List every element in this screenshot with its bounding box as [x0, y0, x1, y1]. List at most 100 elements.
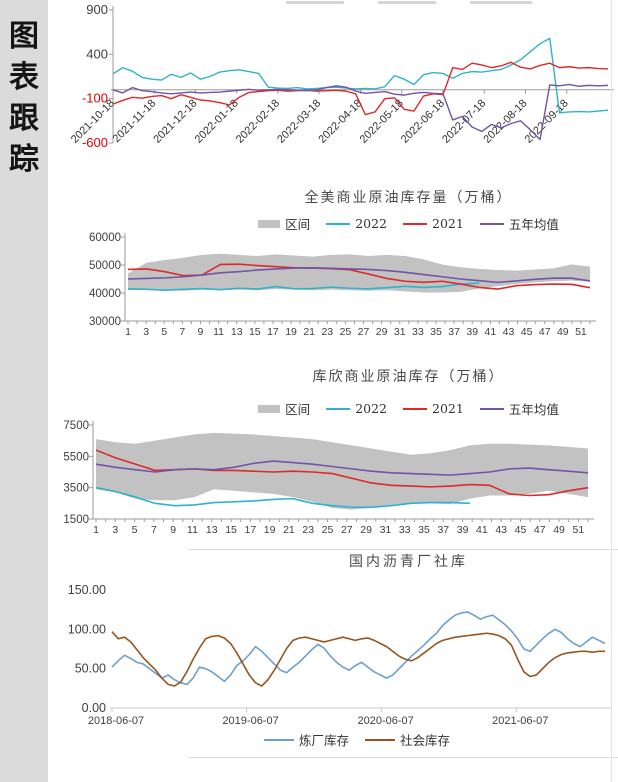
- x-tick-label: 37: [437, 524, 449, 536]
- legend-label: 区间: [285, 217, 311, 232]
- series-line-swatch: [326, 407, 351, 410]
- section-divider: [188, 549, 618, 550]
- y-tick-label: -100: [82, 91, 108, 106]
- x-tick-label: 25: [322, 524, 334, 536]
- legend-label: 炼厂库存: [298, 733, 349, 748]
- y-tick-label: 7500: [63, 420, 89, 432]
- x-tick-label: 31: [380, 524, 392, 536]
- legend-item: 区间: [258, 214, 310, 233]
- legend-item: 五年均值: [479, 214, 559, 233]
- legend-label: 社会库存: [400, 733, 451, 748]
- legend-item: 区间: [258, 399, 310, 418]
- x-tick-label: 41: [485, 326, 497, 338]
- series-line-swatch: [403, 407, 427, 410]
- x-tick-label: 2021-12-18: [151, 97, 199, 145]
- x-tick-label: 1: [125, 326, 131, 338]
- us-crude-chart-title: 全美商业原油库存量（万桶）: [304, 190, 513, 206]
- x-tick-label: 41: [476, 524, 488, 536]
- x-tick-label: 21: [303, 326, 315, 338]
- y-tick-label: -600: [82, 135, 108, 150]
- series-line-swatch: [263, 738, 294, 741]
- x-tick-label: 21: [283, 524, 295, 536]
- x-tick-label: 43: [495, 524, 507, 536]
- x-tick-label: 13: [231, 326, 243, 338]
- series-line-swatch: [326, 222, 351, 225]
- y-tick-label: 40000: [89, 288, 121, 300]
- x-tick-label: 3: [143, 326, 149, 338]
- x-tick-label: 11: [213, 326, 224, 338]
- x-tick-label: 2018-06-07: [88, 715, 144, 727]
- asphalt-chart-title: 国内沥青厂社库: [349, 554, 468, 570]
- x-tick-label: 9: [198, 326, 204, 338]
- x-tick-label: 45: [521, 326, 533, 338]
- y-tick-label: 400: [86, 46, 108, 61]
- range-band-swatch: [258, 219, 281, 228]
- x-tick-label: 51: [573, 524, 585, 536]
- legend-item: 炼厂库存: [263, 730, 349, 749]
- x-tick-label: 17: [245, 524, 257, 536]
- x-tick-label: 51: [575, 326, 587, 338]
- series-line-社会库存: [111, 631, 605, 687]
- series-line-swatch: [365, 738, 395, 741]
- x-tick-label: 33: [399, 524, 411, 536]
- x-tick-label: 23: [302, 524, 314, 536]
- x-tick-label: 35: [418, 524, 430, 536]
- series-line-swatch: [403, 222, 427, 225]
- x-tick-label: 9: [170, 524, 176, 536]
- page-right-edge: [611, 0, 612, 782]
- y-tick-label: 3500: [63, 483, 89, 495]
- cushing-chart-title: 库欣商业原油库存（万桶）: [312, 369, 505, 385]
- x-tick-label: 3: [112, 524, 118, 536]
- x-tick-label: 13: [206, 524, 218, 536]
- series-line-五年均值: [95, 460, 589, 476]
- x-tick-label: 23: [321, 326, 333, 338]
- x-tick-label: 35: [430, 326, 442, 338]
- asphalt-chart-legend: 炼厂库存 社会库存: [48, 730, 618, 749]
- sidebar-title-char: 图: [9, 19, 39, 54]
- legend-label: 2022: [355, 401, 387, 416]
- x-tick-label: 31: [394, 326, 406, 338]
- y-tick-label: 0.00: [82, 701, 106, 715]
- y-tick-label: 30000: [89, 316, 121, 328]
- range-band-swatch: [258, 404, 281, 413]
- clipped-legend-fragment: [378, 1, 436, 4]
- legend-item: 2022: [326, 401, 387, 416]
- y-tick-label: 50000: [89, 260, 121, 272]
- y-tick-label: 5500: [63, 451, 89, 463]
- clipped-legend-fragment: [470, 1, 532, 4]
- series-line-swatch: [479, 222, 504, 225]
- x-tick-label: 2019-06-07: [222, 715, 278, 727]
- x-tick-label: 43: [503, 326, 515, 338]
- x-tick-label: 47: [534, 524, 546, 536]
- x-tick-label: 27: [341, 524, 353, 536]
- x-tick-label: 2022-02-18: [234, 97, 282, 145]
- series-line-red: [112, 61, 609, 116]
- sidebar-chart-tracking: 图 表 跟 踪: [0, 0, 48, 782]
- legend-label: 五年均值: [508, 402, 559, 417]
- legend-item: 2021: [403, 401, 464, 416]
- series-line-炼厂库存: [111, 611, 606, 686]
- series-line-cyan: [112, 37, 609, 114]
- x-tick-label: 2020-06-07: [358, 715, 414, 727]
- x-tick-label: 2022-01-18: [193, 97, 241, 145]
- x-tick-label: 11: [187, 524, 198, 536]
- series-line-2022: [127, 282, 480, 292]
- legend-label: 2021: [432, 401, 464, 416]
- series-line-purple: [112, 83, 609, 141]
- x-tick-label: 49: [553, 524, 565, 536]
- x-tick-label: 19: [264, 524, 276, 536]
- x-tick-label: 1: [93, 524, 99, 536]
- x-tick-label: 2022-04-18: [316, 97, 364, 145]
- x-tick-label: 7: [179, 326, 185, 338]
- x-tick-label: 29: [360, 524, 372, 536]
- x-tick-label: 47: [539, 326, 551, 338]
- x-tick-label: 2021-06-07: [492, 715, 548, 727]
- legend-item: 2021: [403, 216, 464, 231]
- x-tick-label: 33: [412, 326, 424, 338]
- legend-label: 2022: [355, 216, 387, 231]
- section-divider: [188, 757, 618, 758]
- x-tick-label: 2022-03-18: [275, 97, 323, 145]
- us-crude-chart-legend: 区间 2022 2021 五年均值: [161, 214, 618, 233]
- x-tick-label: 49: [557, 326, 569, 338]
- series-line-2022: [95, 486, 470, 509]
